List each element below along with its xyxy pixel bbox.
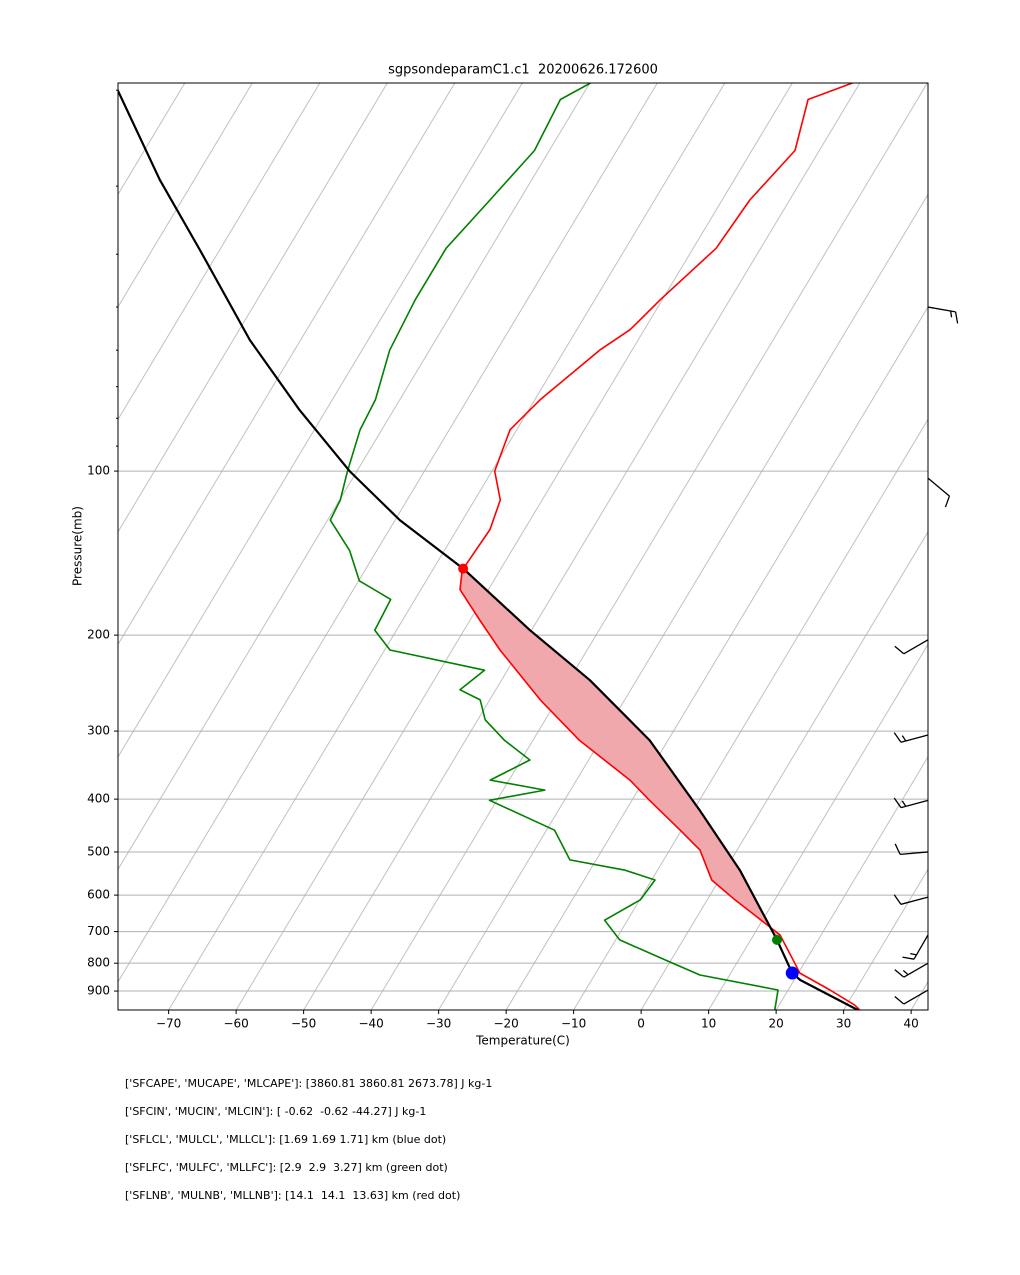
wind-barb (893, 732, 929, 743)
x-tick-label: 40 (903, 1017, 918, 1031)
isotherm (505, 305, 928, 1010)
x-tick-label: 30 (836, 1017, 851, 1031)
barb-full (902, 956, 915, 960)
x-tick-label: −10 (561, 1017, 586, 1031)
profile-line (329, 83, 779, 1010)
isotherm (118, 83, 456, 646)
y-tick-label: 300 (87, 724, 110, 738)
wind-barb (927, 306, 959, 324)
stat-line: ['SFLCL', 'MULCL', 'MLLCL']: [1.69 1.69 … (125, 1133, 446, 1146)
isotherm (118, 83, 523, 758)
barb-full (894, 645, 905, 655)
level-dot (785, 966, 799, 980)
x-tick-label: −70 (156, 1017, 181, 1031)
isotherm (775, 755, 928, 1010)
chart-title: sgpsondeparamC1.c1 20200626.172600 (388, 63, 658, 78)
x-tick-label: −30 (426, 1017, 451, 1031)
isotherm (438, 193, 928, 1010)
wind-barb (902, 934, 929, 960)
y-tick-label: 800 (87, 956, 110, 970)
isotherm (168, 83, 726, 1010)
barb-half (901, 800, 907, 807)
wind-barb (893, 797, 929, 809)
x-axis-label: Temperature(C) (475, 1034, 570, 1048)
x-tick-label: −20 (493, 1017, 518, 1031)
wind-barb (894, 962, 929, 978)
wind-barb (894, 843, 929, 856)
isotherm (118, 83, 658, 983)
barb-staff (903, 962, 929, 978)
barb-staff (903, 989, 929, 1005)
y-tick-label: 900 (87, 984, 110, 998)
y-tick-label: 100 (87, 464, 110, 478)
barb-staff (900, 851, 929, 856)
barb-full (893, 732, 902, 743)
barb-staff (927, 306, 956, 313)
isotherm (118, 83, 253, 308)
y-tick-label: 500 (87, 844, 110, 858)
x-tick-label: −50 (291, 1017, 316, 1031)
wind-barb (894, 989, 929, 1005)
barb-half (901, 735, 907, 742)
stat-line: ['SFLNB', 'MULNB', 'MLLNB']: [14.1 14.1 … (125, 1189, 460, 1202)
y-tick-label: 200 (87, 628, 110, 642)
barb-full (894, 969, 905, 978)
isotherm (370, 83, 928, 1010)
profiles (118, 83, 861, 1010)
isotherm (640, 530, 928, 1010)
level-dot (772, 934, 783, 945)
barb-staff (903, 639, 929, 655)
isotherm (303, 83, 861, 1010)
y-tick-label: 600 (87, 888, 110, 902)
isotherm (573, 418, 928, 1010)
barb-full (894, 995, 905, 1005)
x-tick-label: 20 (768, 1017, 783, 1031)
isotherm (235, 83, 793, 1010)
plot-frame (117, 82, 929, 1011)
y-tick-label: 700 (87, 924, 110, 938)
barb-staff (913, 934, 929, 960)
wind-barb (893, 894, 929, 905)
stat-line: ['SFLFC', 'MULFC', 'MLLFC']: [2.9 2.9 3.… (125, 1161, 448, 1174)
isotherm (118, 83, 186, 196)
x-tick-label: 10 (701, 1017, 716, 1031)
barb-staff (927, 477, 950, 497)
barb-full (954, 311, 959, 324)
barb-full (893, 894, 902, 905)
isotherm (118, 83, 388, 533)
barb-full (944, 495, 951, 508)
x-tick-label: −60 (223, 1017, 248, 1031)
stat-line: ['SFCIN', 'MUCIN', 'MLCIN']: [ -0.62 -0.… (125, 1105, 426, 1118)
isotherm (118, 83, 321, 421)
isotherm (0, 83, 117, 1010)
barb-full (893, 797, 902, 808)
barb-staff (900, 896, 929, 905)
barb-half (950, 310, 953, 318)
wind-barb (927, 477, 951, 508)
level-dot (458, 563, 469, 574)
barb-half (902, 970, 909, 976)
cape-area (460, 568, 780, 940)
y-tick-label: 400 (87, 792, 110, 806)
x-tick-label: −40 (358, 1017, 383, 1031)
isotherm (708, 643, 928, 1010)
barb-full (894, 843, 901, 855)
profile-line (118, 89, 859, 1010)
isotherm (843, 868, 928, 1010)
plot-area (0, 83, 928, 1010)
x-tick-label: 0 (637, 1017, 645, 1031)
profile-line (459, 83, 861, 1010)
wind-barb (894, 639, 929, 655)
isotherm (118, 83, 591, 871)
barb-half (910, 952, 917, 956)
stat-line: ['SFCAPE', 'MUCAPE', 'MLCAPE']: [3860.81… (125, 1077, 492, 1090)
y-axis-label: Pressure(mb) (71, 506, 85, 586)
